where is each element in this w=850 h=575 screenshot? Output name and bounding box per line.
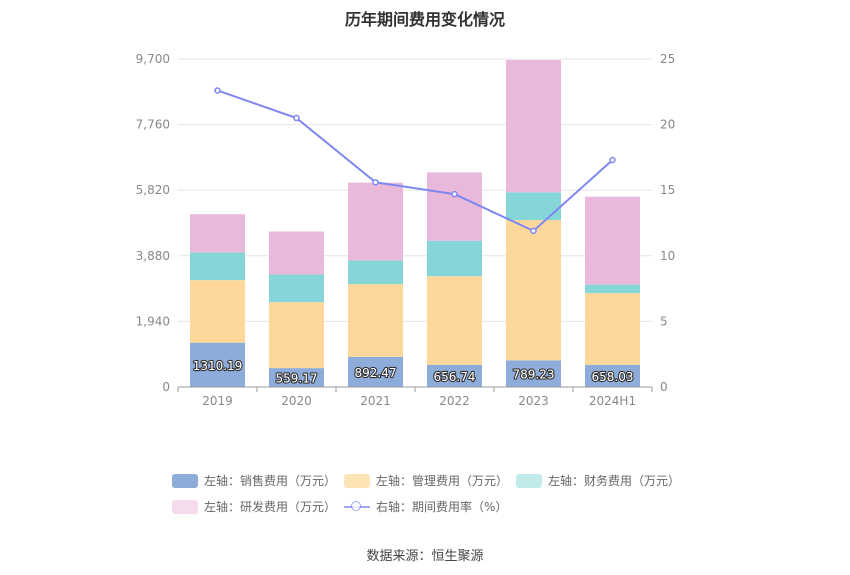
legend-swatch-rd (172, 499, 198, 514)
x-axis-tick-label: 2019 (202, 394, 233, 408)
expense-ratio-line (217, 89, 614, 233)
legend-item-finance[interactable]: 左轴：财务费用（万元） (516, 472, 680, 489)
bar-segment-s0-2019 (190, 342, 245, 387)
data-label: 892.47 (355, 366, 397, 380)
legend-label-sales: 左轴：销售费用（万元） (204, 474, 337, 488)
bar-segment-s2-2021 (348, 260, 403, 285)
bar-segment-s0-2021 (348, 356, 403, 387)
legend-line-marker-icon (344, 500, 370, 514)
bar-segment-s1-2023 (506, 219, 561, 361)
x-axis-tick-label: 2023 (518, 394, 549, 408)
bar-segment-s1-2024H1 (585, 293, 640, 365)
bars-layer (190, 60, 640, 387)
legend-label-expense-ratio: 右轴：期间费用率（%） (376, 500, 508, 514)
expense-ratio-point-2023 (530, 227, 537, 235)
bar-segment-s3-2024H1 (585, 196, 640, 285)
legend-label-finance: 左轴：财务费用（万元） (548, 474, 681, 488)
data-label: 559.17 (276, 372, 318, 386)
legend-item-rd[interactable]: 左轴：研发费用（万元） (172, 498, 336, 515)
data-label: 658.03 (592, 370, 634, 384)
bar-segment-s0-2024H1 (585, 364, 640, 387)
left-axis-tick-label: 7,760 (136, 118, 170, 132)
right-axis-tick-label: 15 (660, 183, 675, 197)
data-label: 656.74 (434, 370, 476, 384)
bar-segment-s1-2020 (269, 302, 324, 369)
legend-label-rd: 左轴：研发费用（万元） (204, 500, 337, 514)
bar-segment-s3-2019 (190, 214, 245, 253)
labels-layer: 1310.19 559.17 892.47 656.74 789.23 658.03 (192, 358, 635, 387)
grid-layer (178, 58, 652, 322)
expense-ratio-point-2024H1 (609, 156, 616, 164)
bar-segment-s1-2021 (348, 284, 403, 357)
legend-swatch-admin (344, 473, 370, 488)
axes-layer: 0 1,940 3,880 5,820 7,760 9,700 0 5 10 15 20 25 2019… (136, 52, 676, 408)
x-axis-tick-label: 2021 (360, 394, 391, 408)
bar-segment-s1-2019 (190, 280, 245, 343)
right-axis-tick-label: 0 (660, 380, 668, 394)
left-axis-tick-label: 5,820 (136, 183, 170, 197)
left-axis-tick-label: 1,940 (136, 314, 170, 328)
bar-segment-s2-2020 (269, 274, 324, 303)
bar-segment-s1-2022 (427, 276, 482, 365)
x-axis-tick-label: 2024H1 (589, 394, 636, 408)
bar-segment-s3-2023 (506, 60, 561, 193)
left-axis-tick-label: 9,700 (136, 52, 170, 66)
bar-segment-s3-2020 (269, 231, 324, 275)
left-axis-tick-label: 3,880 (136, 249, 170, 263)
bar-segment-s2-2024H1 (585, 284, 640, 294)
bar-segment-s0-2020 (269, 368, 324, 387)
bar-segment-s2-2023 (506, 192, 561, 220)
chart-title: 历年期间费用变化情况 (344, 10, 505, 29)
bar-segment-s0-2023 (506, 360, 561, 387)
left-axis-tick-label: 0 (162, 380, 170, 394)
legend-item-sales[interactable]: 左轴：销售费用（万元） (172, 472, 336, 489)
bar-segment-s2-2022 (427, 240, 482, 277)
expense-ratio-point-2021 (372, 179, 379, 186)
right-axis-tick-label: 25 (660, 52, 675, 66)
data-label: 789.23 (513, 368, 555, 382)
bar-segment-s3-2022 (427, 172, 482, 241)
bar-segment-s3-2021 (348, 182, 403, 261)
data-source: 数据来源：恒生聚源 (366, 549, 484, 564)
legend-label-admin: 左轴：管理费用（万元） (376, 474, 509, 488)
legend-swatch-finance (516, 473, 542, 488)
right-axis-tick-label: 20 (660, 118, 675, 132)
x-axis-tick-label: 2022 (439, 394, 470, 408)
expense-ratio-point-2019 (214, 87, 221, 94)
legend-item-admin[interactable]: 左轴：管理费用（万元） (344, 472, 508, 489)
expense-ratio-point-2020 (293, 114, 300, 122)
bar-segment-s2-2019 (190, 252, 245, 281)
right-axis-tick-label: 5 (660, 314, 668, 328)
line-layer (214, 87, 616, 235)
legend-swatch-sales (172, 473, 198, 488)
right-axis-tick-label: 10 (660, 249, 675, 263)
data-label: 1310.19 (193, 359, 243, 373)
bar-segment-s0-2022 (427, 364, 482, 387)
legend-item-expense-ratio[interactable]: 右轴：期间费用率（%） (344, 498, 507, 515)
x-axis-tick-label: 2020 (281, 394, 312, 408)
expense-ratio-point-2022 (451, 190, 458, 198)
